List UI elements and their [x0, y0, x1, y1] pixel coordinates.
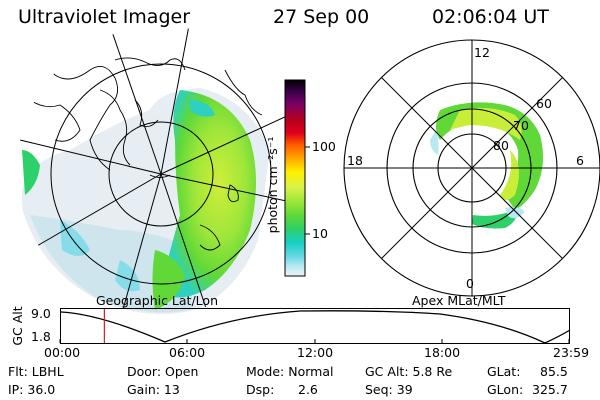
mlt-label-18: 18	[347, 153, 363, 168]
observation-date: 27 Sep 00	[273, 6, 370, 28]
altitude-ytick-high: 9.0	[31, 306, 51, 321]
info-ip: IP: 36.0	[8, 382, 56, 397]
info-mode: Mode: Normal	[246, 364, 334, 379]
mlt-label-0: 0	[466, 276, 474, 291]
altitude-xtick-1800: 18:00	[424, 345, 461, 360]
info-dsp-value: 2.6	[298, 382, 318, 397]
geographic-panel	[19, 26, 305, 314]
instrument-title: Ultraviolet Imager	[18, 6, 191, 28]
mlat-label-80: 80	[493, 138, 509, 153]
info-door: Door: Open	[127, 364, 199, 379]
magnetic-panel	[343, 39, 600, 297]
geo-panel-label: Geographic Lat/Lon	[96, 293, 218, 308]
mlat-label-60: 60	[536, 96, 552, 111]
mag-panel-label: Apex MLat/MLT	[412, 293, 506, 308]
info-glat-value: 85.5	[540, 364, 568, 379]
altitude-xtick-0600: 06:00	[169, 345, 206, 360]
colorbar	[284, 79, 310, 277]
info-dsp-label: Dsp:	[246, 382, 275, 397]
info-gain: Gain: 13	[127, 382, 180, 397]
mlat-label-70: 70	[513, 118, 529, 133]
altitude-xtick-2359: 23:59	[553, 345, 590, 360]
info-filter: Flt: LBHL	[8, 364, 64, 379]
observation-time: 02:06:04 UT	[432, 6, 549, 28]
geo-aurora-oval	[160, 90, 256, 298]
altitude-xtick-1200: 12:00	[297, 345, 334, 360]
altitude-curve	[60, 310, 571, 344]
info-glat-label: GLat:	[487, 364, 521, 379]
altitude-plot	[59, 309, 571, 344]
colorbar-scale	[284, 79, 306, 277]
colorbar-tick-100: 100	[312, 139, 336, 154]
mlt-label-6: 6	[576, 153, 584, 168]
info-seq: Seq: 39	[365, 382, 413, 397]
altitude-ytick-low: 1.8	[31, 329, 51, 344]
altitude-plot-frame	[60, 308, 570, 344]
mlt-label-12: 12	[474, 45, 490, 60]
info-gc-alt: GC Alt: 5.8 Re	[365, 364, 453, 379]
colorbar-unit-label: photon cm⁻²s⁻¹	[264, 136, 280, 234]
info-glon-value: 325.7	[532, 382, 568, 397]
altitude-xtick-0000: 00:00	[44, 345, 81, 360]
colorbar-tick-10: 10	[312, 226, 328, 241]
info-glon-label: GLon:	[487, 382, 524, 397]
altitude-ylabel: GC Alt	[9, 306, 25, 346]
